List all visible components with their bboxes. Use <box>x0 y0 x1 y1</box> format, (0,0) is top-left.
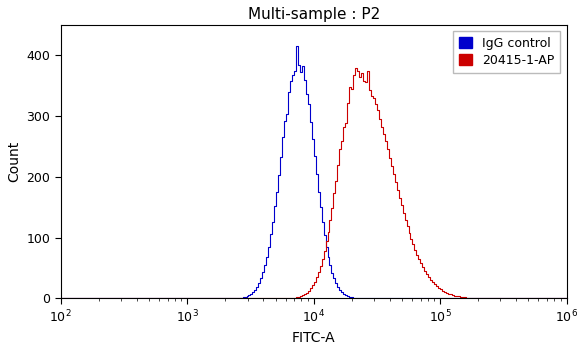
20415-1-AP <box>244 296 251 301</box>
IgG control <box>277 155 284 159</box>
Y-axis label: Count: Count <box>7 141 21 182</box>
20415-1-AP <box>216 296 223 301</box>
IgG control <box>293 43 300 48</box>
IgG control <box>469 296 476 301</box>
Line: IgG control: IgG control <box>62 45 566 298</box>
X-axis label: FITC-A: FITC-A <box>292 331 335 345</box>
20415-1-AP <box>307 286 314 290</box>
IgG control <box>244 294 251 298</box>
20415-1-AP <box>277 296 284 301</box>
20415-1-AP <box>250 296 257 301</box>
Title: Multi-sample : P2: Multi-sample : P2 <box>247 7 380 22</box>
Legend: IgG control, 20415-1-AP: IgG control, 20415-1-AP <box>453 31 560 73</box>
20415-1-AP <box>353 67 360 71</box>
IgG control <box>562 296 569 301</box>
IgG control <box>216 296 223 301</box>
Line: 20415-1-AP: 20415-1-AP <box>62 69 566 298</box>
IgG control <box>250 290 257 295</box>
IgG control <box>58 296 66 301</box>
20415-1-AP <box>58 296 66 301</box>
20415-1-AP <box>562 296 569 301</box>
20415-1-AP <box>469 296 476 300</box>
IgG control <box>309 137 316 142</box>
